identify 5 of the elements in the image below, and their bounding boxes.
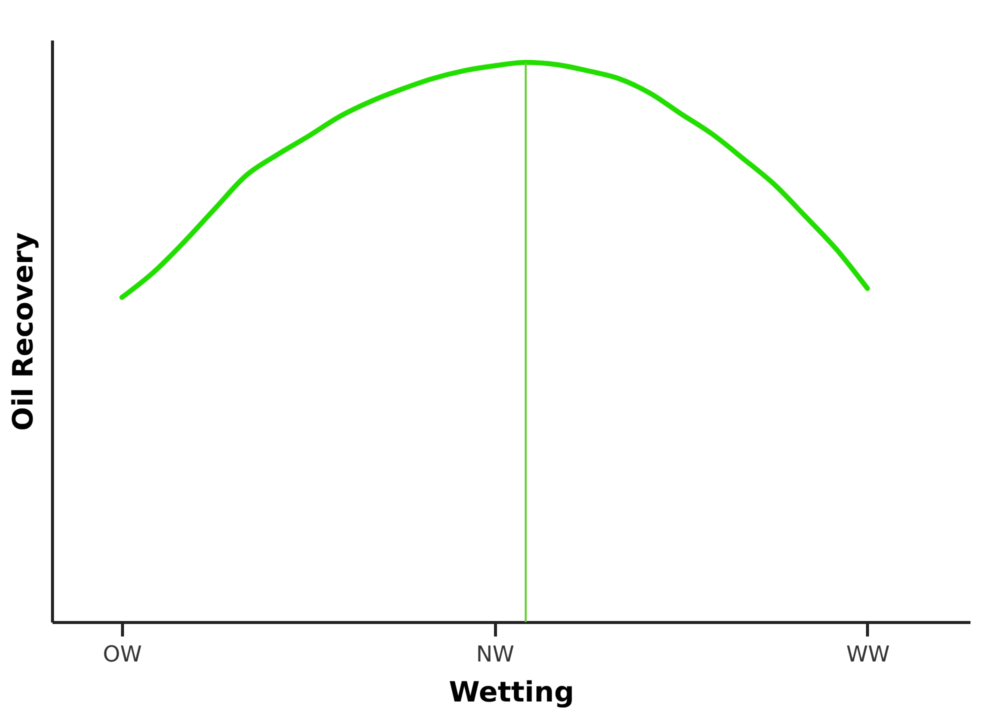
x-tick-label: WW [846,642,890,668]
x-tick-label: NW [476,642,515,668]
x-axis-title: Wetting [448,676,574,708]
y-axis-title: Oil Recovery [6,232,40,431]
x-tick-label: OW [102,642,142,668]
